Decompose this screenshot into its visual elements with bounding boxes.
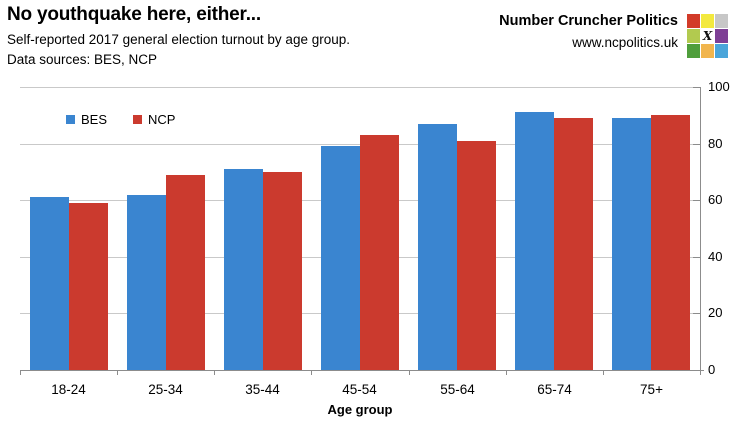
bar-NCP-75+ (651, 115, 690, 370)
bar-BES-75+ (612, 118, 651, 370)
chart-legend: BES NCP (66, 112, 175, 127)
y-axis-line (700, 87, 701, 375)
x-tick-4 (409, 371, 410, 375)
y-tick-20 (693, 313, 700, 314)
logo-cell (715, 29, 728, 43)
x-category-label-65-74: 65-74 (537, 382, 572, 397)
x-category-label-75+: 75+ (640, 382, 663, 397)
x-tick-3 (311, 371, 312, 375)
brand-name: Number Cruncher Politics (499, 13, 678, 29)
bar-NCP-25-34 (166, 175, 205, 370)
legend-label-BES: BES (81, 112, 108, 127)
logo-cell (687, 14, 700, 28)
x-category-label-25-34: 25-34 (148, 382, 183, 397)
legend-swatch-NCP (133, 115, 143, 124)
y-tick-80 (693, 144, 700, 145)
x-tick-7 (700, 371, 701, 375)
x-category-label-35-44: 35-44 (245, 382, 280, 397)
y-tick-label-80: 80 (708, 136, 723, 151)
logo-x-glyph: X (702, 29, 713, 43)
y-tick-label-0: 0 (708, 362, 716, 377)
bar-BES-55-64 (418, 124, 457, 370)
logo-cell: X (701, 29, 714, 43)
bar-BES-18-24 (30, 197, 69, 370)
logo-cell (701, 14, 714, 28)
y-tick-60 (693, 200, 700, 201)
logo-cell (687, 44, 700, 58)
bar-BES-25-34 (127, 195, 166, 370)
x-tick-1 (117, 371, 118, 375)
legend-item-NCP: NCP (133, 112, 175, 127)
bar-BES-35-44 (224, 169, 263, 370)
bar-BES-45-54 (321, 146, 360, 370)
x-tick-2 (214, 371, 215, 375)
y-tick-label-100: 100 (708, 79, 730, 94)
legend-item-BES: BES (66, 112, 107, 127)
gridline-100 (20, 87, 700, 88)
brand-url: www.ncpolitics.uk (572, 35, 678, 50)
y-tick-label-60: 60 (708, 192, 723, 207)
legend-swatch-BES (66, 115, 75, 124)
bar-BES-65-74 (515, 112, 554, 370)
x-category-label-45-54: 45-54 (342, 382, 377, 397)
legend-label-NCP: NCP (148, 112, 176, 127)
y-tick-100 (693, 87, 700, 88)
y-tick-label-20: 20 (708, 305, 723, 320)
logo-cell (715, 44, 728, 58)
logo-cell (715, 14, 728, 28)
data-sources-note: Data sources: BES, NCP (7, 52, 158, 67)
x-category-label-55-64: 55-64 (440, 382, 475, 397)
chart-subtitle: Self-reported 2017 general election turn… (7, 32, 350, 47)
x-tick-0 (20, 371, 21, 375)
logo-cell (687, 29, 700, 43)
x-tick-5 (506, 371, 507, 375)
bar-NCP-45-54 (360, 135, 399, 370)
x-axis-title: Age group (327, 402, 393, 417)
bar-NCP-65-74 (554, 118, 593, 370)
y-tick-40 (693, 257, 700, 258)
bar-NCP-18-24 (69, 203, 108, 370)
ncp-logo-icon: X (687, 14, 728, 58)
chart-title: No youthquake here, either... (7, 4, 261, 25)
x-axis-line (20, 370, 704, 371)
logo-cell (701, 44, 714, 58)
x-category-label-18-24: 18-24 (51, 382, 86, 397)
x-tick-6 (603, 371, 604, 375)
bar-NCP-35-44 (263, 172, 302, 370)
y-tick-label-40: 40 (708, 249, 723, 264)
bar-NCP-55-64 (457, 141, 496, 370)
